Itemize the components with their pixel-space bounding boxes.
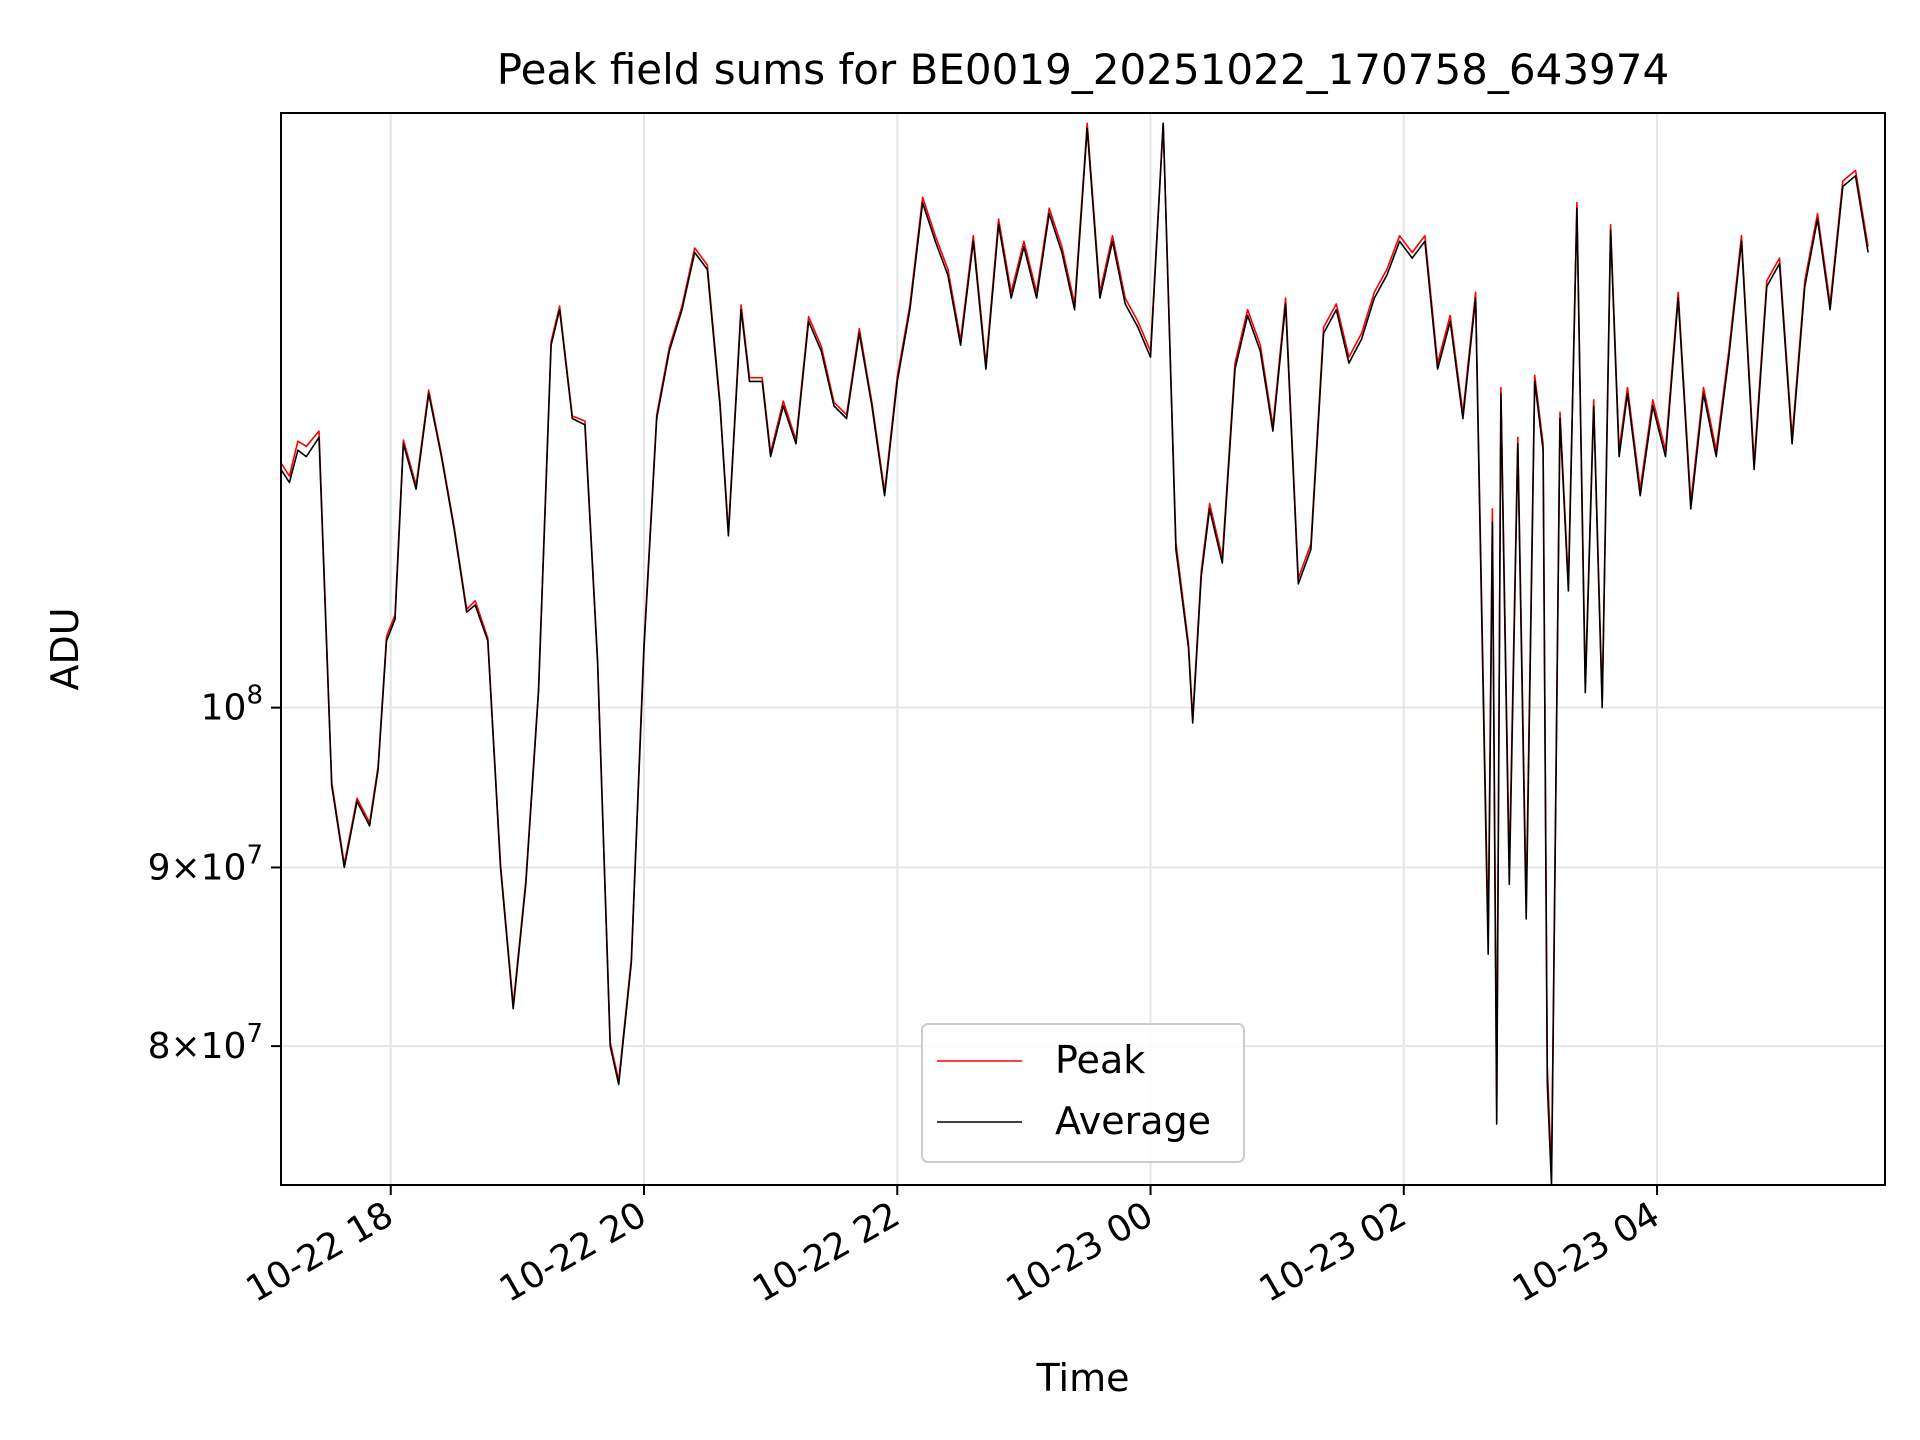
y-tick-label-part: ×	[170, 847, 200, 888]
y-tick-label-part: 8	[246, 681, 263, 711]
y-tick-label-part: 10	[201, 688, 247, 729]
plot-area	[280, 112, 1886, 1186]
y-tick-label-part: 9	[148, 847, 171, 888]
x-axis-label: Time	[1036, 1356, 1130, 1400]
y-tick-label-part: 7	[246, 840, 263, 870]
chart-title: Peak field sums for BE0019_20251022_1707…	[497, 45, 1669, 94]
legend-label-peak: Peak	[1055, 1038, 1145, 1082]
y-tick-label: 8×107	[148, 1019, 263, 1067]
y-tick-label-part: 7	[246, 1019, 263, 1049]
y-tick-label: 9×107	[148, 840, 263, 888]
plot-frame	[280, 112, 1886, 1186]
y-tick-label-part: ×	[170, 1026, 200, 1067]
y-tick-label-part: 8	[148, 1026, 171, 1067]
series-layer	[280, 122, 1869, 1186]
y-tick-label: 108	[201, 681, 263, 729]
y-tick-label-part: 10	[201, 847, 247, 888]
legend-box	[921, 1023, 1245, 1163]
legend-label-average: Average	[1055, 1099, 1211, 1143]
y-axis-label: ADU	[43, 607, 87, 690]
series-line-average	[280, 122, 1869, 1186]
y-tick-label-part: 10	[201, 1026, 247, 1067]
legend: Peak Average	[921, 1023, 1245, 1163]
